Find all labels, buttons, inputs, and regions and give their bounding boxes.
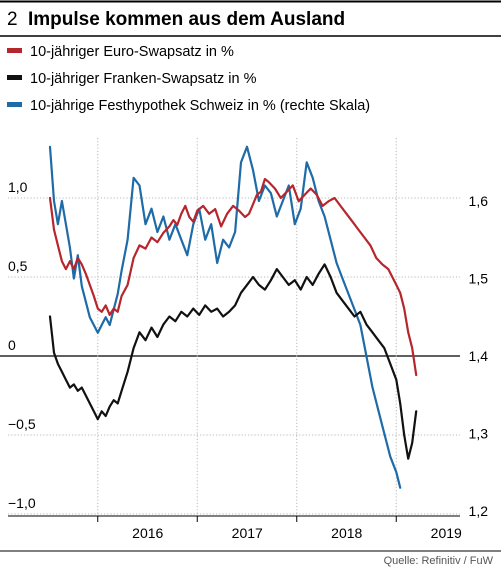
series-line-euro — [48, 177, 418, 377]
series-line-hypothek — [48, 145, 402, 489]
legend-label-franken: 10-jähriger Franken-Swapsatz in % — [30, 71, 257, 87]
left-axis-ticks: −1,0 −0,5 0 0,5 1,0 — [8, 179, 36, 511]
x-tick-label: 2016 — [132, 525, 163, 541]
x-tick-label: 2018 — [331, 525, 362, 541]
legend-label-euro: 10-jähriger Euro-Swapsatz in % — [30, 44, 234, 60]
legend-swatch-franken — [7, 75, 22, 80]
x-tick-label: 2017 — [232, 525, 263, 541]
x-tick-label: 2019 — [431, 525, 462, 541]
right-tick-label: 1,4 — [469, 348, 489, 364]
left-tick-label: −0,5 — [8, 416, 36, 432]
left-tick-label: 0 — [8, 337, 16, 353]
left-tick-label: 1,0 — [8, 179, 28, 195]
series-line-franken — [48, 263, 418, 460]
series-layer — [48, 145, 418, 489]
left-tick-label: −1,0 — [8, 495, 36, 511]
legend-label-hypothek: 10-jährige Festhypothek Schweiz in % (re… — [30, 98, 370, 114]
grid — [0, 138, 460, 517]
x-axis-ticks: 2016 2017 2018 2019 — [97, 516, 462, 541]
left-tick-label: 0,5 — [8, 258, 28, 274]
right-tick-label: 1,6 — [469, 193, 489, 209]
chart-number: 2 — [7, 9, 18, 30]
right-tick-label: 1,5 — [469, 271, 489, 287]
legend: 10-jähriger Euro-Swapsatz in % 10-jährig… — [7, 44, 370, 114]
source-note: Quelle: Refinitiv / FuW — [384, 555, 494, 567]
right-axis-ticks: 1,2 1,3 1,4 1,5 1,6 — [469, 193, 489, 519]
chart-title: Impulse kommen aus dem Ausland — [28, 9, 345, 30]
right-tick-label: 1,3 — [469, 426, 489, 442]
legend-swatch-euro — [7, 48, 22, 53]
legend-swatch-hypothek — [7, 102, 22, 107]
right-tick-label: 1,2 — [469, 503, 489, 519]
